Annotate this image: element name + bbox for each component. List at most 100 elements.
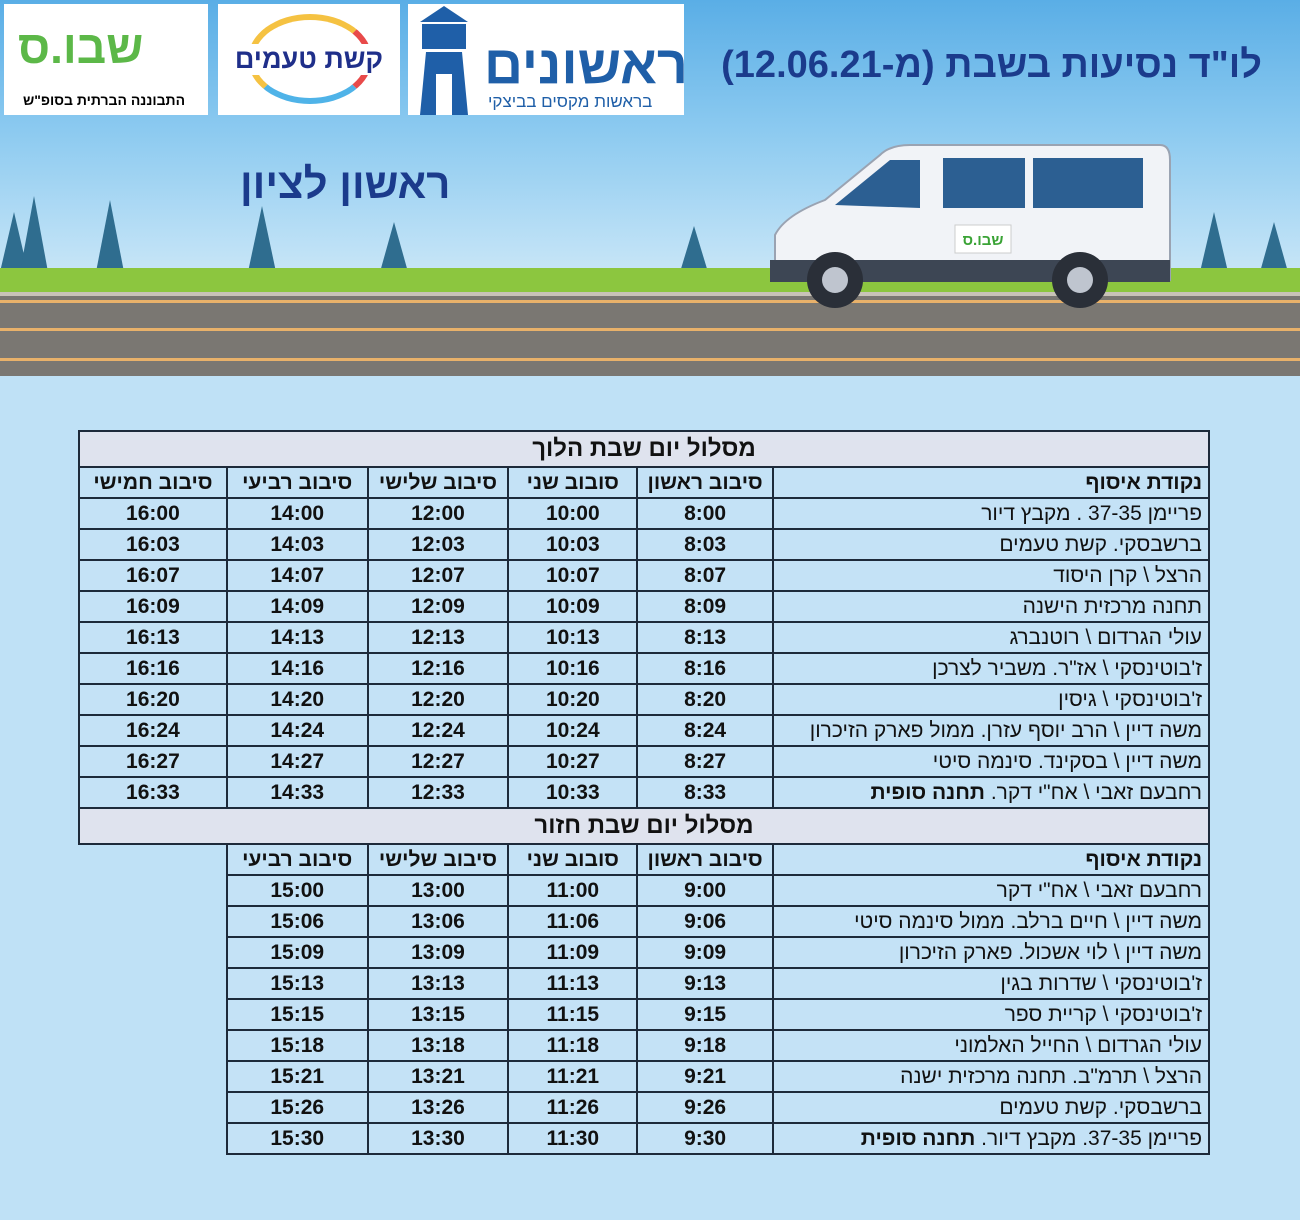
departure-time: 11:21 — [507, 1060, 639, 1093]
table-row: פריימן 37-35. מקבץ דיור. תחנה סופית 9:30 1… — [79, 1122, 1210, 1155]
departure-time: 15:21 — [225, 1060, 369, 1093]
departure-time: 12:20 — [366, 683, 510, 716]
departure-time: 8:27 — [636, 745, 774, 778]
van-logo: שבו.ס — [963, 232, 1004, 249]
departure-time: 16:33 — [78, 776, 228, 809]
tree-icon — [96, 200, 124, 272]
departure-time: 8:33 — [636, 776, 774, 809]
van-image: שבו.ס — [770, 144, 1171, 308]
departure-time: 12:24 — [366, 714, 510, 747]
page-title: לו"ד נסיעות בשבת (מ-12.06.21) — [721, 44, 1262, 86]
stop-name: עולי הגרדום \ רוטנברג — [772, 621, 1210, 654]
departure-time: 14:24 — [225, 714, 369, 747]
departure-time: 8:03 — [636, 528, 774, 561]
departure-time: 8:13 — [636, 621, 774, 654]
departure-time: 14:33 — [225, 776, 369, 809]
departure-time: 10:00 — [507, 497, 639, 530]
empty-cell — [79, 937, 227, 968]
shvus-logo-sub: התבוננה הברתית בסופ"ש — [22, 92, 186, 108]
empty-cell — [79, 875, 227, 906]
empty-cell — [79, 1123, 227, 1154]
departure-time: 10:27 — [507, 745, 639, 778]
empty-cell — [79, 844, 227, 875]
outbound-section-title: מסלול יום שבת הלוך — [78, 430, 1210, 468]
stop-name: ז'בוטינסקי \ שדרות בגין — [772, 967, 1210, 1000]
departure-time: 9:26 — [636, 1091, 774, 1124]
table-row: ז'בוטינסקי \ אז"ר. משביר לצרכן 8:16 10:16 1… — [78, 652, 1210, 685]
departure-time: 15:13 — [225, 967, 369, 1000]
departure-time: 12:16 — [366, 652, 510, 685]
departure-time: 11:09 — [507, 936, 639, 969]
tree-icon — [248, 206, 276, 272]
departure-time: 12:27 — [366, 745, 510, 778]
table-row: הרצל \ קרן היסוד 8:07 10:07 12:07 14:07 16:07 — [78, 559, 1210, 592]
lighthouse-icon — [420, 6, 468, 115]
column-header-round-3: סיבוב שלישי — [366, 843, 510, 876]
departure-time: 15:26 — [225, 1091, 369, 1124]
header-row: נקודת איסוף סיבוב ראשון סובוב שני סיבוב שלי… — [79, 843, 1210, 876]
departure-time: 15:00 — [225, 874, 369, 907]
departure-time: 13:21 — [366, 1060, 510, 1093]
departure-time: 12:33 — [366, 776, 510, 809]
departure-time: 10:13 — [507, 621, 639, 654]
stop-name: הרצל \ קרן היסוד — [772, 559, 1210, 592]
departure-time: 10:33 — [507, 776, 639, 809]
empty-cell — [79, 999, 227, 1030]
stop-name: עולי הגרדום \ החייל האלמוני — [772, 1029, 1210, 1062]
departure-time: 14:00 — [225, 497, 369, 530]
departure-time: 8:16 — [636, 652, 774, 685]
column-header-round-1: סיבוב ראשון — [636, 843, 774, 876]
departure-time: 16:24 — [78, 714, 228, 747]
outbound-section-title-row: מסלול יום שבת הלוך — [78, 430, 1210, 468]
departure-time: 11:26 — [507, 1091, 639, 1124]
column-header-round-2: סובוב שני — [507, 466, 639, 499]
tree-icon — [1200, 212, 1228, 272]
departure-time: 14:13 — [225, 621, 369, 654]
departure-time: 13:00 — [366, 874, 510, 907]
stop-name: פריימן 37-35. מקבץ דיור. תחנה סופית — [772, 1122, 1210, 1155]
tree-icon — [680, 226, 708, 272]
departure-time: 12:03 — [366, 528, 510, 561]
departure-time: 10:16 — [507, 652, 639, 685]
table-row: ברשבסקי. קשת טעמים 8:03 10:03 12:03 14:03 16:… — [78, 528, 1210, 561]
column-header-round-3: סיבוב שלישי — [366, 466, 510, 499]
table-row: הרצל \ תרמ"ב. תחנה מרכזית ישנה 9:21 11:21 1… — [79, 1060, 1210, 1093]
stop-name: רחבעם זאבי \ אח"י דקר — [772, 874, 1210, 907]
empty-cell — [79, 906, 227, 937]
stop-name: ז'בוטינסקי \ אז"ר. משביר לצרכן — [772, 652, 1210, 685]
stop-name: משה דיין \ הרב יוסף עזרן. ממול פארק הזיכ… — [772, 714, 1210, 747]
column-header-stop: נקודת איסוף — [772, 843, 1210, 876]
departure-time: 10:20 — [507, 683, 639, 716]
departure-time: 13:06 — [366, 905, 510, 938]
departure-time: 9:06 — [636, 905, 774, 938]
departure-time: 11:15 — [507, 998, 639, 1031]
departure-time: 9:15 — [636, 998, 774, 1031]
header-row: נקודת איסוף סיבוב ראשון סובוב שני סיבוב שלי… — [78, 466, 1210, 499]
departure-time: 13:15 — [366, 998, 510, 1031]
tree-icon — [380, 222, 408, 272]
table-row: ז'בוטינסקי \ גיסין 8:20 10:20 12:20 14:20 16:… — [78, 683, 1210, 716]
table-row: רחבעם זאבי \ אח"י דקר 9:00 11:00 13:00 15:00 — [79, 874, 1210, 907]
table-row: ז'בוטינסקי \ שדרות בגין 9:13 11:13 13:13 15:… — [79, 967, 1210, 1000]
stop-name: תחנה מרכזית הישנה — [772, 590, 1210, 623]
column-header-round-4: סיבוב רביעי — [225, 843, 369, 876]
departure-time: 13:09 — [366, 936, 510, 969]
column-header-round-5: סיבוב חמישי — [78, 466, 228, 499]
departure-time: 16:03 — [78, 528, 228, 561]
column-header-stop: נקודת איסוף — [772, 466, 1210, 499]
departure-time: 12:13 — [366, 621, 510, 654]
stop-name: משה דיין \ חיים ברלב. ממול סינמה סיטי — [772, 905, 1210, 938]
departure-time: 15:30 — [225, 1122, 369, 1155]
stop-name: ברשבסקי. קשת טעמים — [772, 528, 1210, 561]
departure-time: 13:13 — [366, 967, 510, 1000]
return-section-title-row: מסלול יום שבת חזור — [78, 807, 1210, 845]
empty-cell — [79, 968, 227, 999]
city-title: ראשון לציון — [240, 160, 451, 207]
departure-time: 11:18 — [507, 1029, 639, 1062]
empty-cell — [79, 1061, 227, 1092]
rishonim-logo: ראשונים בראשות מקסים בביצקי — [408, 4, 688, 115]
departure-time: 16:27 — [78, 745, 228, 778]
departure-time: 15:06 — [225, 905, 369, 938]
departure-time: 11:00 — [507, 874, 639, 907]
departure-time: 13:26 — [366, 1091, 510, 1124]
